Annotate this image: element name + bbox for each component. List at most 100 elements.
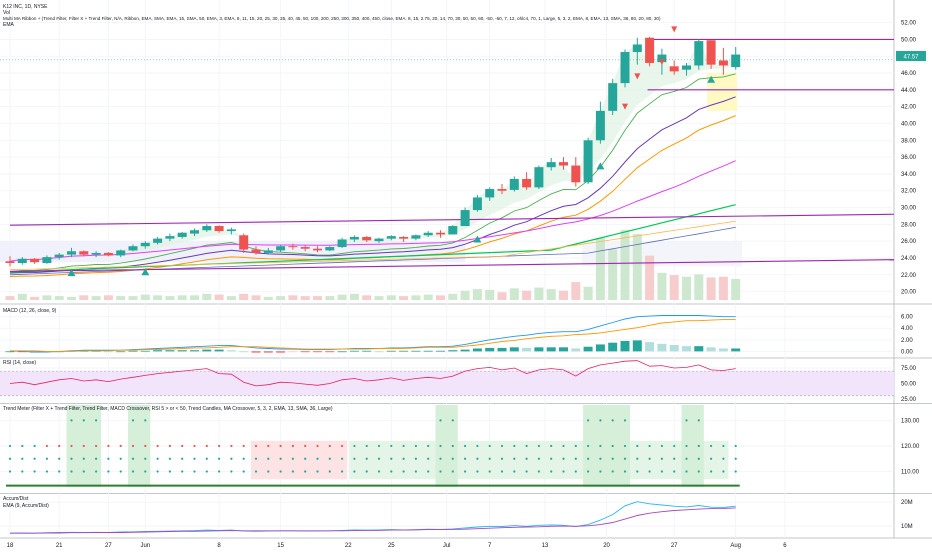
candle-body[interactable] [423, 232, 433, 236]
candle-body[interactable] [669, 66, 679, 72]
candle-body[interactable] [645, 37, 655, 63]
candle-body[interactable] [657, 54, 667, 63]
candle-body[interactable] [239, 235, 249, 250]
candle-body[interactable] [214, 226, 224, 232]
candle-body[interactable] [718, 60, 728, 66]
candle-body[interactable] [5, 261, 15, 264]
candle-body[interactable] [386, 236, 396, 239]
trend-tick-label: 110.00 [901, 470, 920, 476]
candle-body[interactable] [362, 236, 372, 241]
candle-body[interactable] [128, 246, 138, 251]
macd-histogram-bar [116, 351, 126, 353]
trend-dot [697, 457, 700, 460]
trend-dot [500, 470, 504, 473]
candle-body[interactable] [620, 52, 630, 84]
candle-body[interactable] [42, 257, 52, 264]
trend-dot [267, 444, 270, 448]
rsi-pane[interactable] [0, 360, 894, 397]
price-pane[interactable] [0, 26, 895, 300]
macd-histogram-bar [263, 351, 273, 353]
candle-body[interactable] [54, 254, 64, 258]
trend-dot [144, 419, 147, 422]
candle-body[interactable] [472, 197, 482, 211]
candle-body[interactable] [91, 252, 101, 255]
trend-meter-pane[interactable] [6, 405, 740, 487]
candle-body[interactable] [706, 40, 716, 65]
x-tick-label: 18 [7, 543, 14, 549]
candle-body[interactable] [226, 229, 236, 232]
price-tick-label: 28.00 [901, 222, 917, 228]
trend-dot [623, 457, 627, 460]
trend-dot [254, 444, 258, 448]
trend-dot [636, 444, 639, 448]
candle-body[interactable] [546, 162, 556, 168]
candle-body[interactable] [460, 210, 470, 227]
trend-meter-title: Trend Meter (Filter X + Trend Filter, Tr… [3, 406, 333, 412]
candle-body[interactable] [349, 236, 359, 240]
candle-body[interactable] [595, 110, 605, 141]
candle-body[interactable] [682, 65, 691, 70]
candle-body[interactable] [153, 238, 163, 243]
candle-body[interactable] [263, 250, 273, 253]
candle-body[interactable] [448, 226, 458, 235]
candle-body[interactable] [571, 165, 581, 183]
candle-body[interactable] [288, 246, 298, 248]
candle-body[interactable] [608, 83, 618, 111]
trend-dot [95, 419, 98, 422]
trend-dot [599, 470, 602, 473]
trend-dot [181, 470, 184, 473]
candle-body[interactable] [116, 250, 126, 256]
candle-body[interactable] [202, 226, 212, 231]
candle-body[interactable] [522, 178, 532, 188]
candle-body[interactable] [103, 252, 113, 256]
candle-body[interactable] [140, 242, 150, 247]
trend-dot [58, 457, 61, 460]
candle-body[interactable] [583, 140, 593, 183]
candle-body[interactable] [497, 189, 507, 191]
candle-body[interactable] [694, 41, 704, 66]
candle-body[interactable] [190, 230, 199, 234]
candle-body[interactable] [300, 247, 310, 249]
candle-body[interactable] [276, 246, 286, 251]
candle-body[interactable] [79, 251, 89, 255]
volume-bar [67, 296, 76, 300]
candle-body[interactable] [30, 258, 40, 263]
macd-histogram-bar [423, 350, 433, 352]
candle-body[interactable] [509, 178, 519, 190]
candle-body[interactable] [731, 54, 741, 68]
volume-bar [718, 276, 728, 300]
candle-body[interactable] [325, 247, 335, 251]
candle-body[interactable] [374, 238, 384, 242]
candle-body[interactable] [534, 167, 544, 188]
candle-body[interactable] [165, 236, 175, 239]
trend-dot [660, 457, 664, 460]
trend-dot [193, 444, 196, 448]
trend-dot [365, 470, 368, 473]
accum-dist-pane[interactable] [9, 501, 736, 534]
candle-body[interactable] [632, 44, 642, 53]
trend-dot [181, 457, 184, 460]
price-tick-label: 38.00 [901, 138, 917, 144]
candle-body[interactable] [559, 162, 568, 166]
trend-dot [328, 444, 331, 448]
trend-dot [734, 457, 737, 460]
volume-bar [559, 290, 568, 300]
candle-body[interactable] [436, 232, 445, 235]
candle-body[interactable] [485, 189, 495, 198]
trend-dot [8, 457, 12, 460]
candle-body[interactable] [251, 249, 261, 253]
candle-body[interactable] [411, 235, 421, 239]
volume-bar [608, 249, 618, 300]
candle-body[interactable] [177, 232, 187, 237]
trend-dot [427, 457, 430, 460]
candle-body[interactable] [17, 258, 27, 264]
candle-body[interactable] [399, 236, 409, 239]
macd-pane[interactable] [5, 315, 741, 353]
candle-body[interactable] [67, 251, 76, 255]
candle-body[interactable] [313, 248, 322, 251]
macd-histogram-bar [399, 350, 409, 352]
macd-histogram-bar [669, 345, 679, 352]
candle-body[interactable] [337, 239, 347, 248]
volume-bar [190, 295, 199, 300]
